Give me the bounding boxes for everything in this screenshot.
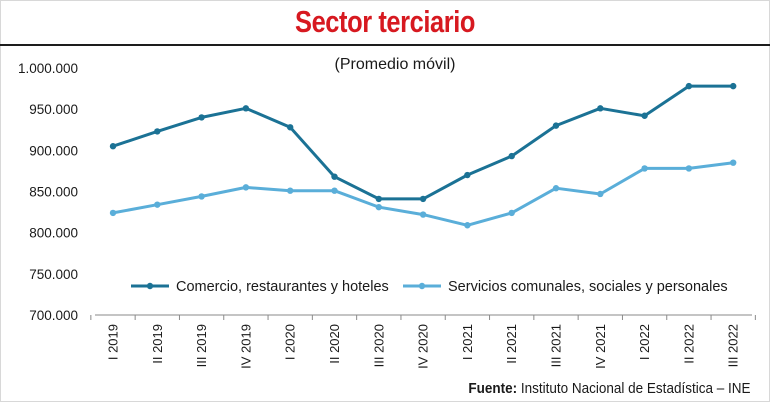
- data-point: [508, 209, 515, 217]
- legend-marker: [146, 282, 154, 290]
- x-tick-label: I 2019: [106, 324, 121, 360]
- x-tick-label: IV 2021: [593, 324, 608, 369]
- x-tick-label: IV 2020: [416, 324, 431, 369]
- y-tick-label: 900.000: [29, 143, 78, 158]
- data-point: [242, 105, 250, 112]
- series-line: [112, 84, 734, 201]
- x-tick-label: I 2021: [460, 324, 475, 360]
- series-2: [109, 159, 737, 229]
- data-point: [287, 124, 294, 131]
- x-axis: I 2019 II 2019 III 2019 IV 2019 I 2020 II 202…: [90, 314, 756, 369]
- source-label: Fuente:: [467, 380, 517, 397]
- y-tick-label: 800.000: [29, 226, 78, 241]
- data-point: [331, 187, 338, 194]
- y-tick-label: 950.000: [29, 102, 78, 117]
- y-tick-label: 700.000: [29, 308, 78, 323]
- data-point: [198, 114, 205, 121]
- data-point: [419, 195, 427, 203]
- data-point: [154, 201, 161, 208]
- series-1: [109, 82, 737, 203]
- data-point: [685, 82, 693, 90]
- y-tick-label: 850.000: [29, 185, 78, 200]
- legend: Comercio, restaurantes y hoteles Servicio…: [131, 279, 728, 295]
- x-tick-label: I 2022: [637, 324, 652, 360]
- x-tick-label: III 2021: [549, 324, 564, 367]
- legend-marker: [418, 282, 426, 290]
- data-point: [597, 190, 604, 198]
- data-point: [198, 193, 205, 200]
- x-tick-label: II 2020: [327, 324, 342, 364]
- data-point: [552, 122, 560, 129]
- x-tick-label: III 2019: [194, 324, 209, 367]
- y-tick-label: 750.000: [29, 267, 78, 282]
- data-point: [641, 112, 648, 119]
- data-point: [597, 105, 604, 112]
- x-tick-label: III 2022: [726, 324, 741, 367]
- data-point: [730, 82, 737, 90]
- source-text: Instituto Nacional de Estadística – INE: [520, 380, 750, 397]
- x-tick-label: I 2020: [283, 324, 298, 360]
- data-point: [464, 171, 471, 179]
- legend-label: Servicios comunales, sociales y personal…: [448, 279, 728, 295]
- data-point: [508, 152, 515, 160]
- data-point: [730, 159, 737, 166]
- x-tick-label: IV 2019: [238, 324, 253, 369]
- x-tick-label: II 2021: [504, 324, 519, 364]
- x-tick-label: III 2020: [371, 324, 386, 367]
- data-point: [375, 195, 382, 203]
- data-point: [154, 128, 161, 135]
- x-tick-label: II 2019: [150, 324, 165, 364]
- y-axis: 700.000 750.000 800.000 850.000 900.000 950.0…: [18, 61, 78, 323]
- data-point: [242, 184, 250, 191]
- data-point: [641, 165, 648, 172]
- chart-subtitle: (Promedio móvil): [335, 56, 456, 73]
- data-point: [109, 143, 117, 150]
- y-tick-label: 1.000.000: [18, 61, 78, 76]
- data-point: [375, 203, 382, 211]
- data-point: [685, 165, 693, 172]
- data-point: [552, 185, 560, 192]
- plot-area: [109, 82, 737, 229]
- legend-item-2: Servicios comunales, sociales y personal…: [403, 279, 728, 295]
- source-note: Fuente: Instituto Nacional de Estadístic…: [468, 380, 750, 397]
- data-point: [419, 211, 427, 218]
- data-point: [109, 209, 117, 217]
- data-point: [464, 222, 471, 229]
- legend-item-1: Comercio, restaurantes y hoteles: [131, 279, 389, 295]
- page-title: Sector terciario: [295, 4, 475, 39]
- data-point: [331, 173, 338, 180]
- x-tick-label: II 2022: [681, 324, 696, 364]
- title-divider: [0, 44, 770, 46]
- data-point: [287, 187, 294, 194]
- legend-label: Comercio, restaurantes y hoteles: [176, 279, 389, 295]
